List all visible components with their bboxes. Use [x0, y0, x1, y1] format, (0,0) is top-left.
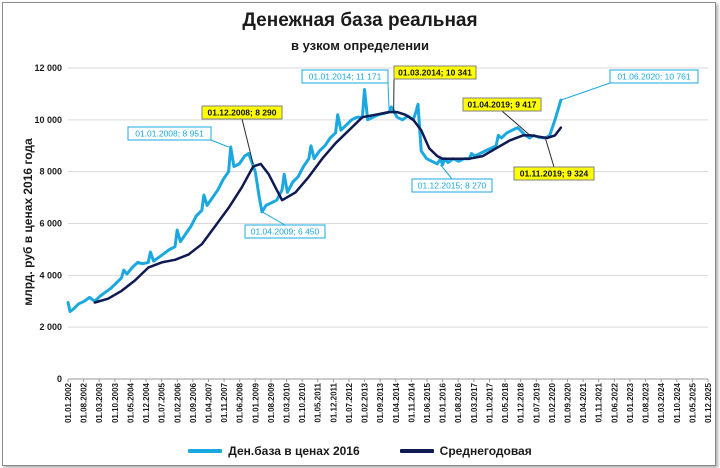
- callout-label: 01.01.2008; 8 951: [135, 129, 204, 139]
- x-tick-label: 01.11.2014: [407, 382, 416, 422]
- x-tick-label: 01.05.2025: [688, 382, 697, 423]
- x-tick-label: 01.03.2010: [283, 382, 292, 423]
- x-tick-label: 01.08.2023: [642, 382, 651, 423]
- legend-swatch-series-0: [188, 449, 222, 453]
- y-tick-label: 0: [57, 374, 62, 384]
- legend-label-series-1: Среднегодовая: [440, 444, 532, 458]
- callout-leader: [545, 137, 554, 167]
- callout-label: 01.01.2014; 11 171: [309, 72, 382, 82]
- x-tick-label: 01.05.2004: [126, 382, 135, 423]
- legend-swatch-series-1: [400, 449, 434, 453]
- x-tick-label: 01.03.2017: [470, 382, 479, 423]
- x-tick-label: 01.06.2008: [236, 382, 245, 423]
- x-tick-label: 01.04.2014: [392, 382, 401, 423]
- x-tick-label: 01.07.2012: [345, 382, 354, 423]
- callout-label: 01.12.2015; 8 270: [418, 181, 487, 191]
- x-tick-label: 01.01.2023: [626, 382, 635, 423]
- callout-label: 01.12.2008; 8 290: [207, 108, 276, 118]
- legend-item-series-1: Среднегодовая: [400, 444, 532, 458]
- x-tick-label: 01.10.2024: [673, 382, 682, 423]
- callout-leader: [561, 83, 610, 100]
- x-tick-label: 01.08.2009: [267, 382, 276, 423]
- x-tick-label: 01.08.2016: [454, 382, 463, 423]
- x-tick-label: 01.10.2003: [111, 382, 120, 423]
- legend: Ден.база в ценах 2016 Среднегодовая: [0, 444, 720, 458]
- callout-label: 01.04.2009; 6 450: [251, 227, 320, 237]
- x-tick-label: 01.11.2021: [595, 382, 604, 422]
- y-tick-label: 2 000: [39, 322, 62, 332]
- x-tick-label: 01.09.2020: [564, 382, 573, 423]
- x-tick-label: 01.11.2007: [220, 382, 229, 422]
- callout-label: 01.03.2014; 10 341: [398, 68, 472, 78]
- series-line-0: [68, 90, 561, 312]
- callout-leader: [211, 140, 229, 147]
- x-tick-label: 01.02.2013: [361, 382, 370, 423]
- callout-label: 01.11.2019; 9 324: [520, 169, 589, 179]
- x-tick-label: 01.03.2024: [657, 382, 666, 423]
- x-tick-label: 01.01.2016: [439, 382, 448, 423]
- x-tick-label: 01.10.2017: [485, 382, 494, 423]
- x-tick-label: 01.05.2011: [314, 382, 323, 422]
- x-tick-label: 01.04.2021: [579, 382, 588, 423]
- x-tick-label: 01.03.2003: [95, 382, 104, 423]
- x-tick-label: 01.01.2009: [251, 382, 260, 423]
- x-tick-label: 01.07.2019: [532, 382, 541, 423]
- x-tick-label: 01.08.2002: [80, 382, 89, 423]
- callout-label: 01.06.2020; 10 761: [617, 72, 691, 82]
- callout-leader: [502, 111, 530, 135]
- x-tick-label: 01.12.2004: [142, 382, 151, 423]
- y-tick-label: 8 000: [39, 167, 62, 177]
- callout-leader: [388, 83, 389, 111]
- x-tick-label: 01.09.2006: [189, 382, 198, 423]
- x-tick-label: 01.05.2018: [501, 382, 510, 423]
- y-tick-label: 6 000: [39, 219, 62, 229]
- x-tick-label: 01.12.2018: [517, 382, 526, 423]
- x-tick-label: 01.02.2020: [548, 382, 557, 423]
- x-tick-label: 01.12.2025: [704, 382, 713, 423]
- y-tick-label: 12 000: [34, 63, 62, 73]
- legend-label-series-0: Ден.база в ценах 2016: [228, 444, 359, 458]
- x-tick-label: 01.07.2005: [158, 382, 167, 423]
- x-tick-label: 01.06.2022: [610, 382, 619, 423]
- x-tick-label: 01.12.2011: [329, 382, 338, 422]
- y-tick-label: 4 000: [39, 270, 62, 280]
- callout-label: 01.04.2019; 9 417: [467, 100, 536, 110]
- y-tick-label: 10 000: [34, 115, 62, 125]
- x-tick-label: 01.10.2010: [298, 382, 307, 423]
- x-tick-label: 01.06.2015: [423, 382, 432, 423]
- x-tick-label: 01.09.2013: [376, 382, 385, 423]
- x-tick-label: 01.04.2007: [204, 382, 213, 423]
- x-tick-label: 01.01.2002: [64, 382, 73, 423]
- x-tick-label: 01.02.2006: [173, 382, 182, 423]
- legend-item-series-0: Ден.база в ценах 2016: [188, 444, 359, 458]
